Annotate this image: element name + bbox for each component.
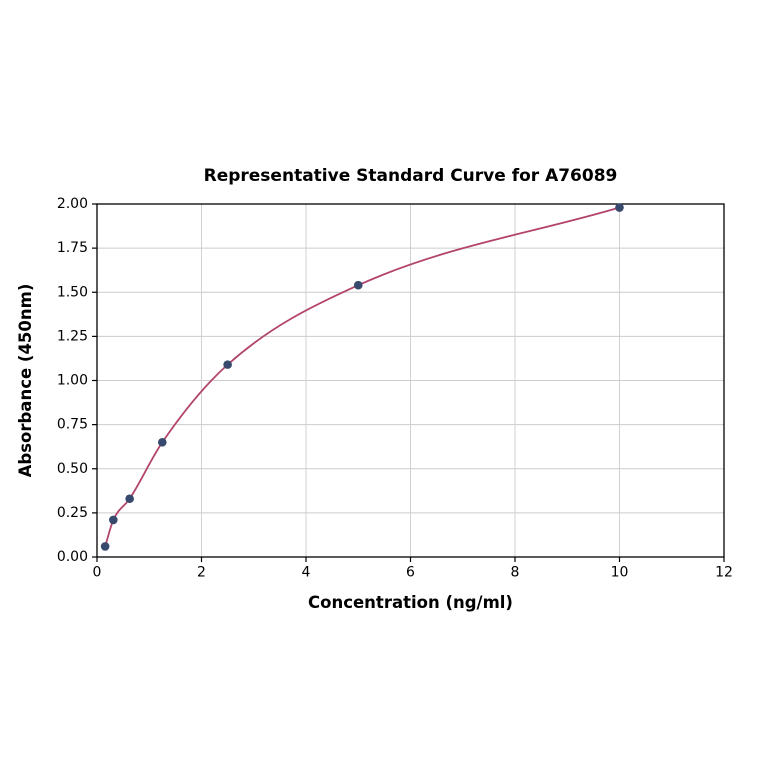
data-point: [353, 280, 363, 290]
x-tick-label: 12: [715, 565, 733, 581]
y-axis-label: Absorbance (450nm): [16, 284, 35, 478]
data-point: [615, 203, 624, 212]
x-tick-label: 6: [406, 565, 415, 581]
data-point: [158, 437, 167, 447]
series-layer: [100, 203, 624, 551]
data-point: [109, 515, 118, 525]
y-tick-label: 0.00: [57, 549, 88, 565]
chart-title: Representative Standard Curve for A76089: [204, 166, 618, 186]
x-tick-label: 2: [197, 565, 206, 581]
x-tick-label: 4: [302, 565, 311, 581]
grid-layer: [96, 203, 725, 558]
x-axis-label: Concentration (ng/ml): [308, 593, 513, 612]
y-tick-label: 1.25: [57, 328, 88, 344]
x-tick-label: 8: [511, 565, 520, 581]
x-tick-label: 10: [611, 565, 629, 581]
tick-layer: 0 2 4 6 8 10 12 0.00 0.25 0.50 0.75 1.00 1.25 1.50 1.7…: [57, 196, 733, 581]
y-tick-label: 1.75: [57, 240, 88, 256]
y-tick-label: 0.50: [57, 461, 88, 477]
data-point: [125, 494, 134, 504]
fit-curve: [104, 206, 621, 548]
y-tick-label: 1.00: [57, 373, 88, 389]
y-tick-label: 1.50: [57, 284, 88, 300]
data-point: [223, 360, 232, 369]
y-tick-label: 0.75: [57, 417, 88, 433]
y-tick-label: 2.00: [57, 196, 88, 212]
data-point: [100, 542, 110, 551]
x-tick-label: 0: [93, 565, 102, 581]
y-tick-label: 0.25: [57, 505, 88, 521]
